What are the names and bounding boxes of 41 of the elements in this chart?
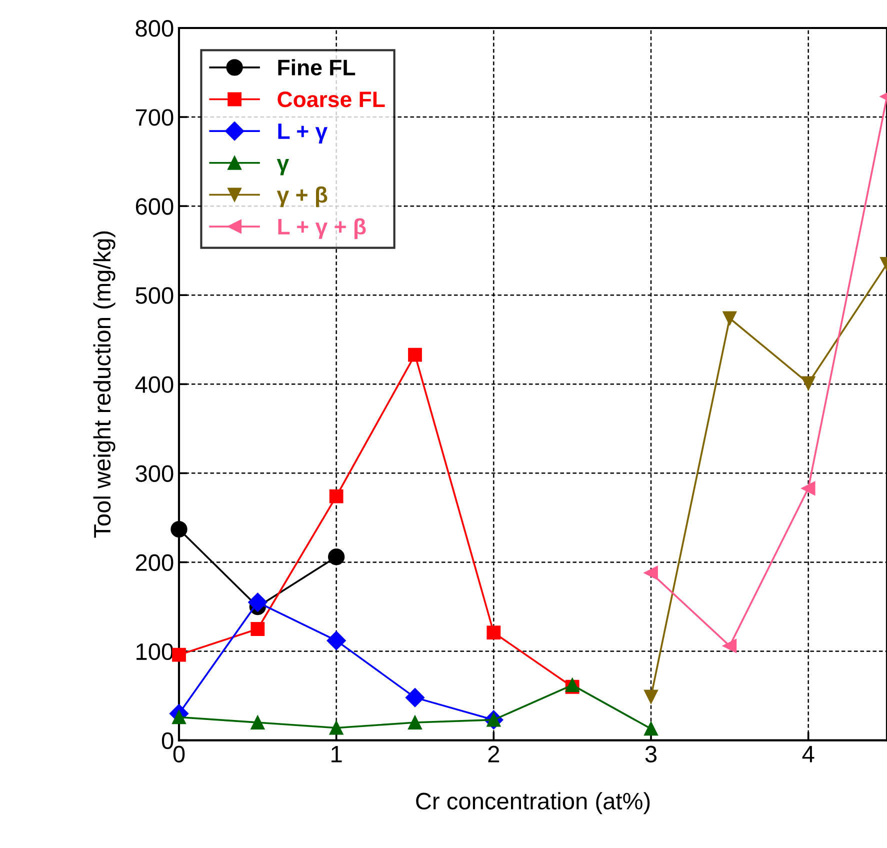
y-axis-title: Tool weight reduction (mg/kg) bbox=[93, 231, 116, 538]
legend-label: Coarse FL bbox=[278, 92, 385, 108]
y-tick-label: 800 bbox=[136, 20, 174, 37]
point bbox=[486, 626, 501, 640]
point bbox=[801, 481, 816, 496]
point bbox=[408, 348, 422, 362]
point bbox=[170, 520, 188, 538]
point bbox=[328, 548, 345, 566]
point bbox=[329, 489, 344, 504]
point bbox=[722, 638, 737, 653]
y-tick-label: 300 bbox=[136, 465, 174, 482]
point bbox=[248, 592, 268, 612]
point bbox=[644, 690, 658, 704]
x-tick-label: 0 bbox=[173, 746, 185, 763]
x-tick-label: 3 bbox=[645, 746, 657, 763]
x-tick-label: 4 bbox=[802, 746, 814, 762]
point bbox=[326, 631, 346, 650]
x-tick-label: 1 bbox=[332, 746, 342, 762]
y-tick-label: 400 bbox=[135, 376, 174, 393]
point bbox=[644, 722, 658, 736]
y-tick-label: 700 bbox=[136, 109, 174, 126]
y-tick-label: 600 bbox=[136, 198, 174, 215]
point bbox=[405, 688, 425, 708]
point bbox=[250, 716, 265, 730]
point bbox=[250, 622, 265, 636]
point bbox=[722, 311, 737, 326]
legend-label: L + γ bbox=[278, 124, 328, 144]
point bbox=[329, 720, 344, 735]
point bbox=[644, 566, 658, 580]
x-axis-title: Cr concentration (at%) bbox=[416, 792, 650, 814]
legend-label: Fine FL bbox=[278, 59, 356, 76]
point bbox=[801, 376, 816, 390]
y-tick-label: 200 bbox=[136, 554, 174, 572]
y-tick-label: 500 bbox=[136, 287, 174, 304]
y-tick-label: 0 bbox=[162, 732, 174, 750]
legend-label: γ + β bbox=[276, 186, 328, 208]
point bbox=[408, 716, 422, 730]
legend-label: γ bbox=[276, 158, 290, 176]
x-tick-label: 2 bbox=[488, 746, 500, 762]
point bbox=[172, 648, 186, 662]
legend-label: L + γ + β bbox=[278, 218, 366, 239]
